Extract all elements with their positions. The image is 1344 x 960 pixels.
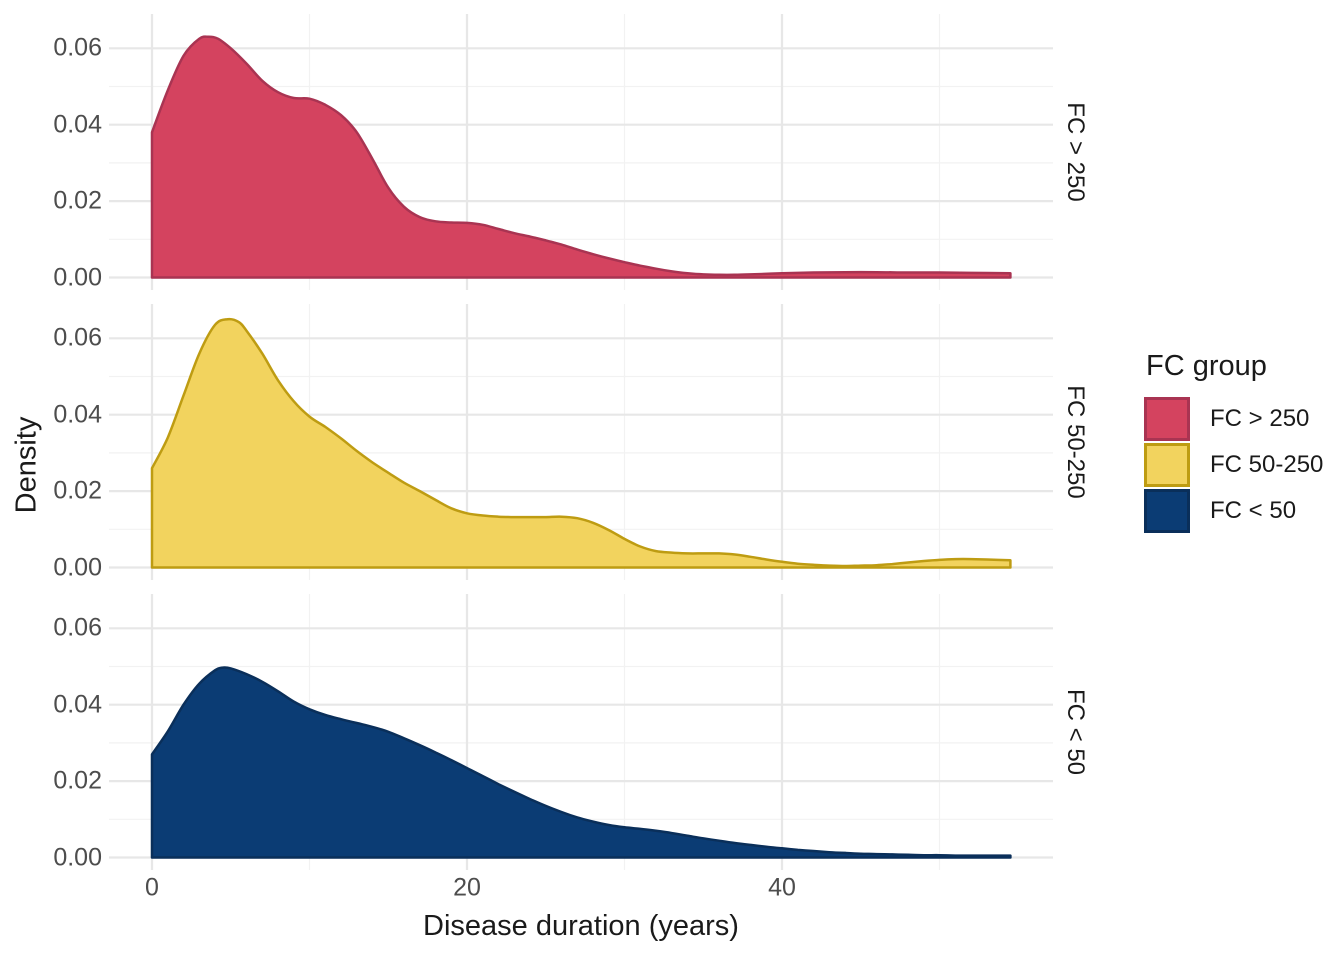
y-tick-label: 0.04 — [53, 690, 102, 719]
y-tick-label: 0.04 — [53, 110, 102, 139]
legend-title: FC group — [1146, 350, 1267, 382]
panel-canvas — [109, 594, 1053, 870]
x-tick-label: 40 — [768, 873, 796, 902]
facet-strip-label-3: FC < 50 — [1062, 688, 1089, 776]
y-tick-label: 0.06 — [53, 33, 102, 62]
density-area — [150, 666, 1012, 859]
y-tick-label: 0.06 — [53, 613, 102, 642]
x-tick-label: 0 — [145, 873, 159, 902]
legend: FC group FC > 250 FC 50-250 FC < 50 — [1144, 350, 1323, 535]
legend-entry-label: FC > 250 — [1210, 405, 1310, 432]
legend-entry-1: FC > 250 — [1144, 397, 1323, 441]
facet-panel-3 — [109, 594, 1053, 870]
y-tick-label: 0.06 — [53, 323, 102, 352]
panel-canvas — [109, 304, 1053, 580]
y-tick-label: 0.02 — [53, 766, 102, 795]
legend-entries: FC > 250 FC 50-250 FC < 50 — [1144, 397, 1323, 533]
legend-entry-label: FC 50-250 — [1210, 451, 1324, 478]
facet-strip-label-1: FC > 250 — [1062, 102, 1089, 202]
y-tick-label: 0.00 — [53, 843, 102, 871]
y-tick-label: 0.00 — [53, 263, 102, 291]
facet-strip-label-2: FC 50-250 — [1062, 385, 1089, 499]
x-tick-label: 20 — [453, 873, 481, 902]
legend-swatch-icon — [1144, 489, 1190, 533]
legend-swatch-icon — [1144, 443, 1190, 487]
x-axis-title: Disease duration (years) — [423, 910, 739, 942]
density-area — [150, 317, 1012, 569]
y-tick-label: 0.02 — [53, 186, 102, 215]
density-area — [150, 35, 1012, 279]
facet-panel-1 — [109, 14, 1053, 290]
facet-panel-2 — [109, 304, 1053, 580]
y-tick-label: 0.00 — [53, 553, 102, 581]
legend-swatch-icon — [1144, 397, 1190, 441]
legend-entry-3: FC < 50 — [1144, 489, 1323, 533]
legend-entry-label: FC < 50 — [1210, 497, 1297, 524]
panel-canvas — [109, 14, 1053, 290]
y-tick-label: 0.04 — [53, 400, 102, 429]
y-tick-label: 0.02 — [53, 476, 102, 505]
legend-entry-2: FC 50-250 — [1144, 443, 1323, 487]
